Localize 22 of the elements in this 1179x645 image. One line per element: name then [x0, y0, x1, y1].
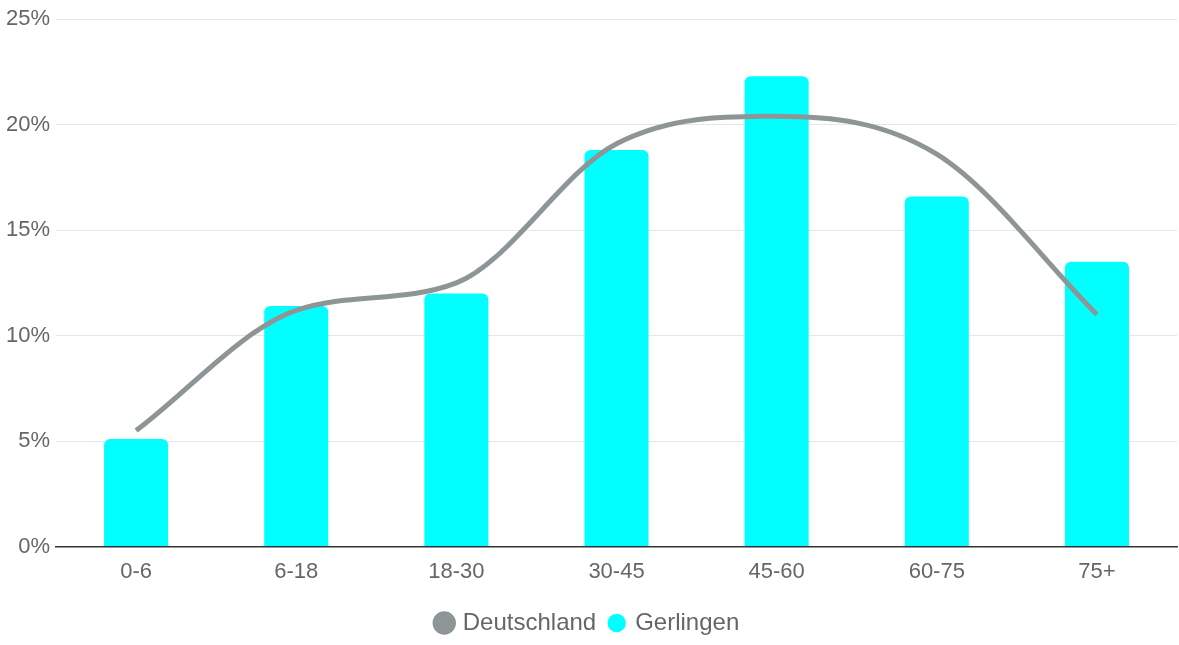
y-tick-label: 20%: [5, 110, 51, 136]
bar: [584, 150, 649, 547]
x-tick-label: 75+: [1078, 557, 1116, 583]
y-tick-label: 25%: [5, 5, 51, 31]
y-tick-label: 0%: [18, 532, 51, 558]
y-tick-label: 15%: [5, 216, 51, 242]
x-tick-label: 18-30: [428, 557, 485, 583]
bar: [424, 293, 489, 547]
legend-label: Gerlingen: [635, 607, 740, 635]
x-tick-label: 6-18: [274, 557, 319, 583]
x-tick-label: 30-45: [588, 557, 645, 583]
bar: [104, 439, 169, 547]
x-tick-label: 45-60: [748, 557, 805, 583]
y-tick-label: 10%: [5, 321, 51, 347]
y-tick-label: 5%: [18, 427, 51, 453]
legend-label: Deutschland: [462, 607, 597, 635]
bar: [744, 76, 809, 547]
x-tick-label: 60-75: [908, 557, 965, 583]
bar: [264, 306, 329, 547]
bar: [904, 196, 969, 547]
bar: [1064, 261, 1129, 547]
x-tick-label: 0-6: [120, 557, 152, 583]
